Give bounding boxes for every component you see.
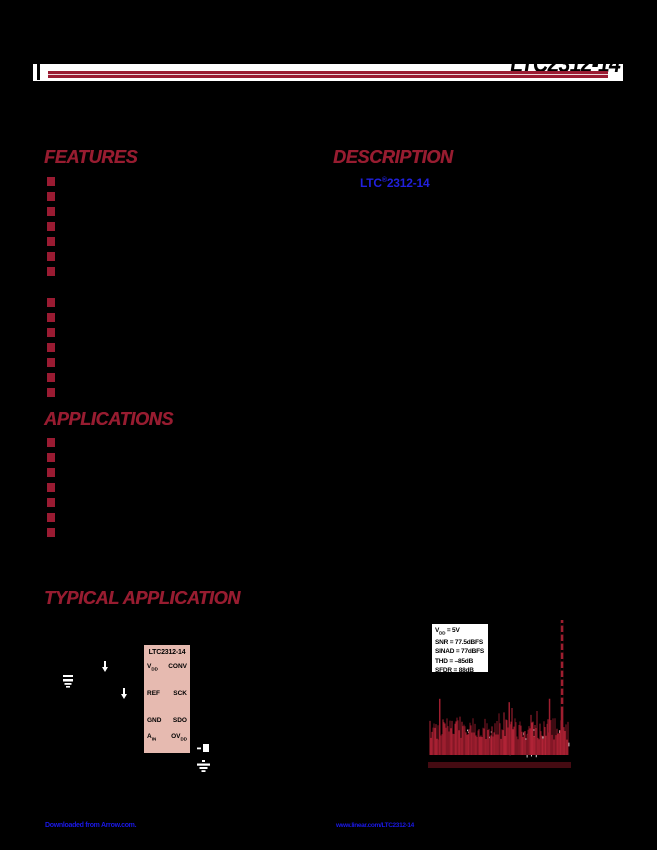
downloaded-from-link[interactable]: Downloaded from Arrow.com.: [45, 822, 137, 829]
fft-annotation-line: THD = –85dB: [435, 657, 474, 665]
fft-annotation-line: VDD = 5V: [435, 627, 460, 636]
fft-annotation-line: SFDR = 88dB: [435, 666, 474, 674]
capacitor-icon: [63, 675, 73, 688]
pin-label-left: AIN: [147, 733, 157, 742]
feature-bullet: [47, 388, 55, 397]
application-bullet: [47, 453, 55, 462]
ic-block: LTC2312-14 VDD CONV REF SCK GND SDO AIN OVDD: [144, 645, 190, 753]
arrow-down-icon: [121, 688, 127, 699]
feature-bullet: [47, 222, 55, 231]
application-bullet: [47, 513, 55, 522]
feature-bullet: [47, 298, 55, 307]
fft-annotation-line: SINAD = 77dBFS: [435, 648, 485, 656]
feature-bullet: [47, 373, 55, 382]
pin-label-right: SCK: [173, 690, 187, 697]
part-number-link[interactable]: LTC®2312-14: [360, 176, 430, 190]
linear-url-link[interactable]: www.linear.com/LTC2312-14: [336, 822, 414, 829]
description-heading: DESCRIPTION: [333, 147, 453, 167]
ground-icon: [197, 760, 210, 772]
features-heading: FEATURES: [44, 147, 138, 167]
typical-application-heading: TYPICAL APPLICATION: [44, 588, 240, 608]
application-bullet: [47, 483, 55, 492]
ic-title: LTC2312-14: [148, 649, 186, 656]
application-bullet: [47, 468, 55, 477]
feature-bullet: [47, 343, 55, 352]
application-bullet: [47, 498, 55, 507]
feature-bullet: [47, 237, 55, 246]
feature-bullet: [47, 207, 55, 216]
fft-annotation-box: VDD = 5V SNR = 77.5dBFS SINAD = 77dBFS THD …: [431, 623, 489, 674]
pin-label-left: REF: [147, 690, 160, 697]
feature-bullet: [47, 252, 55, 261]
feature-bullet: [47, 328, 55, 337]
application-bullet: [47, 528, 55, 537]
pin-label-right: OVDD: [171, 733, 187, 742]
feature-bullet: [47, 313, 55, 322]
capacitor-icon: [197, 744, 209, 752]
lt-logo-mark: [37, 64, 40, 80]
applications-heading: APPLICATIONS: [44, 409, 174, 429]
pin-label-left: GND: [147, 717, 162, 724]
feature-bullet: [47, 267, 55, 276]
header-red-rule: [48, 71, 608, 78]
pin-label-right: SDO: [172, 717, 187, 724]
feature-bullet: [47, 192, 55, 201]
fft-plot: [428, 620, 571, 768]
pin-label-right: CONV: [168, 663, 187, 670]
pin-label-left: VDD: [147, 663, 158, 672]
feature-bullet: [47, 177, 55, 186]
application-bullet: [47, 438, 55, 447]
fft-annotation-line: SNR = 77.5dBFS: [435, 638, 483, 646]
feature-bullet: [47, 358, 55, 367]
arrow-down-icon: [102, 661, 108, 672]
